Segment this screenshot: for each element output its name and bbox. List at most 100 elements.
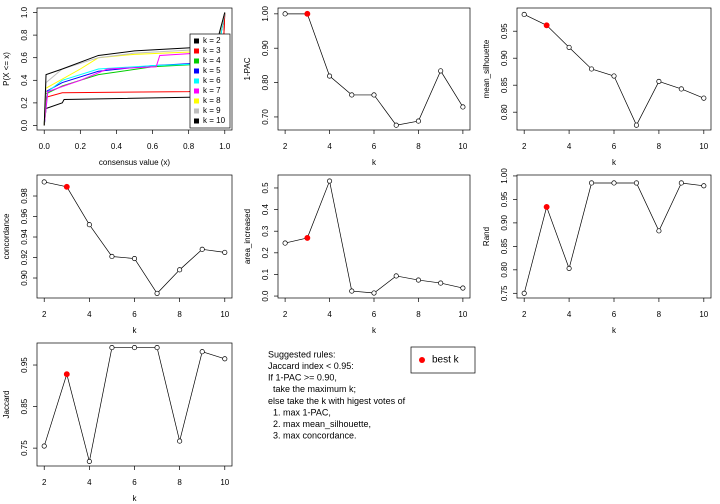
point	[327, 73, 333, 79]
x-tick-label: 4	[87, 310, 92, 319]
point	[393, 273, 399, 279]
x-tick-label: 4	[567, 310, 572, 319]
point	[611, 180, 617, 186]
y-tick-label: 0.0	[20, 119, 29, 131]
point	[566, 44, 572, 50]
y-tick-label: 0.90	[261, 40, 270, 56]
rule-line: 1. max 1-PAC,	[268, 407, 331, 417]
y-axis-label: area_increased	[243, 209, 252, 264]
x-axis-label: k	[372, 326, 377, 335]
x-tick-label: 4	[327, 310, 332, 319]
x-tick-label: 0.2	[75, 142, 87, 151]
rule-line: else take the k with higest votes of	[268, 396, 406, 406]
point	[177, 438, 183, 444]
x-tick-label: 2	[522, 310, 527, 319]
rule-line: Jaccard index < 0.95:	[268, 361, 354, 371]
point	[327, 178, 333, 184]
point	[371, 92, 377, 98]
x-tick-label: 4	[87, 478, 92, 487]
point	[349, 92, 355, 98]
x-tick-label: 6	[612, 310, 617, 319]
x-tick-label: 4	[567, 142, 572, 151]
metric-line	[43, 347, 225, 462]
rule-line: 2. max mean_silhouette,	[268, 419, 371, 429]
y-tick-label: 0.85	[500, 77, 509, 93]
legend-label: k = 7	[203, 86, 221, 95]
point	[222, 249, 228, 255]
point	[131, 255, 138, 262]
y-axis-label: P(X <= x)	[2, 52, 11, 86]
y-tick-label: 0.75	[500, 285, 509, 301]
y-tick-label: 1.00	[500, 168, 509, 184]
point	[633, 122, 640, 128]
x-axis-label: k	[612, 326, 617, 335]
legend-swatch	[194, 68, 199, 74]
y-tick-label: 0.2	[20, 97, 29, 109]
legend-label: k = 10	[203, 116, 226, 125]
y-axis-label: Jaccard	[2, 390, 11, 418]
legend-label: k = 8	[203, 96, 221, 105]
y-tick-label: 0.95	[500, 23, 509, 39]
point	[131, 345, 138, 351]
y-axis-label: 1-PAC	[243, 57, 252, 80]
x-tick-label: 1.0	[219, 142, 231, 151]
x-tick-label: 8	[657, 310, 662, 319]
point	[701, 95, 707, 101]
y-tick-label: 0.98	[20, 188, 29, 204]
point	[460, 285, 466, 291]
legend-swatch	[194, 98, 199, 104]
best-k-point	[63, 183, 70, 190]
legend-swatch	[194, 108, 199, 114]
x-tick-label: 0.0	[39, 142, 51, 151]
point	[109, 345, 115, 351]
y-tick-label: 0.90	[500, 50, 509, 66]
y-tick-label: 0.2	[261, 247, 270, 259]
x-tick-label: 8	[177, 478, 182, 487]
y-tick-label: 1.00	[261, 6, 270, 22]
x-axis-label: k	[372, 158, 377, 167]
point	[656, 228, 662, 234]
point	[154, 345, 160, 351]
plot-frame	[36, 7, 233, 131]
point	[656, 78, 662, 84]
x-tick-label: 10	[458, 310, 467, 319]
point	[282, 240, 288, 246]
y-tick-label: 0.8	[20, 29, 29, 41]
point	[177, 267, 183, 273]
x-tick-label: 6	[132, 478, 137, 487]
x-tick-label: 10	[699, 310, 708, 319]
y-tick-label: 0.80	[261, 74, 270, 90]
legend-swatch	[194, 38, 199, 44]
metric-line	[44, 181, 225, 294]
point	[415, 118, 421, 124]
x-tick-label: 10	[699, 142, 708, 151]
point	[438, 280, 444, 286]
best-k-point	[543, 203, 550, 210]
point	[633, 180, 640, 186]
y-tick-label: 0.85	[20, 398, 29, 414]
point	[199, 246, 205, 252]
legend-label: k = 5	[203, 66, 221, 75]
x-tick-label: 2	[42, 310, 47, 319]
y-tick-label: 0.90	[500, 215, 509, 231]
point	[371, 290, 377, 296]
y-tick-label: 0.92	[20, 249, 29, 265]
x-axis-label: k	[133, 494, 138, 503]
x-tick-label: 6	[372, 142, 377, 151]
point	[588, 180, 595, 186]
point	[588, 66, 595, 72]
legend-label: k = 6	[203, 76, 221, 85]
point	[86, 222, 92, 228]
legend-swatch	[194, 48, 199, 54]
x-tick-label: 0.4	[111, 142, 123, 151]
point	[460, 104, 466, 110]
point	[521, 11, 527, 18]
y-tick-label: 0.70	[261, 109, 270, 125]
point	[521, 290, 527, 296]
x-tick-label: 2	[283, 142, 288, 151]
rule-line: Suggested rules:	[268, 349, 336, 359]
point	[86, 458, 92, 464]
x-tick-label: 8	[416, 142, 421, 151]
